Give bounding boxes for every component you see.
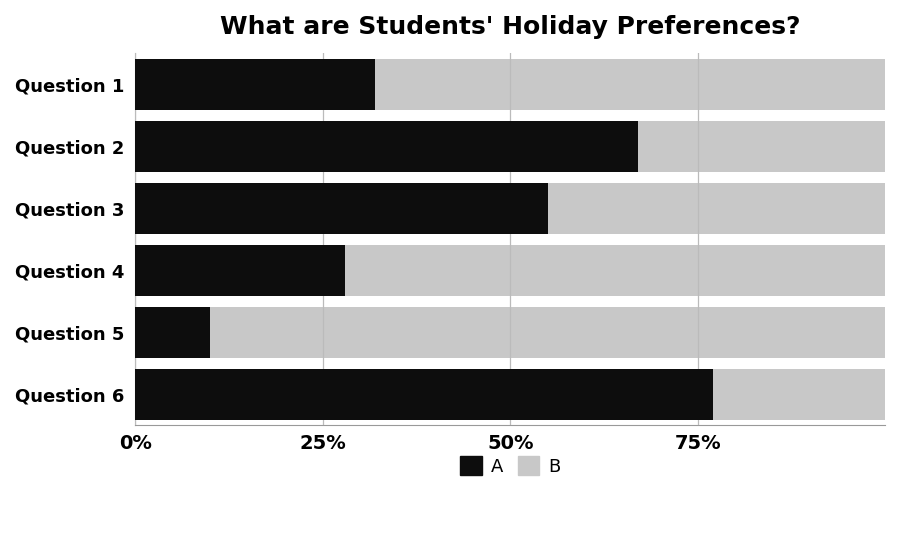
Bar [136, 307, 211, 358]
Bar [136, 307, 885, 358]
Bar [136, 183, 885, 233]
Bar [136, 245, 346, 296]
Title: What are Students' Holiday Preferences?: What are Students' Holiday Preferences? [220, 15, 800, 39]
Bar [136, 121, 885, 172]
Bar [136, 245, 885, 296]
Legend: A, B: A, B [453, 449, 568, 483]
Bar [136, 369, 885, 420]
Bar [136, 369, 713, 420]
Bar [136, 183, 548, 233]
Bar [136, 59, 885, 110]
Bar [136, 59, 375, 110]
Bar [136, 121, 638, 172]
